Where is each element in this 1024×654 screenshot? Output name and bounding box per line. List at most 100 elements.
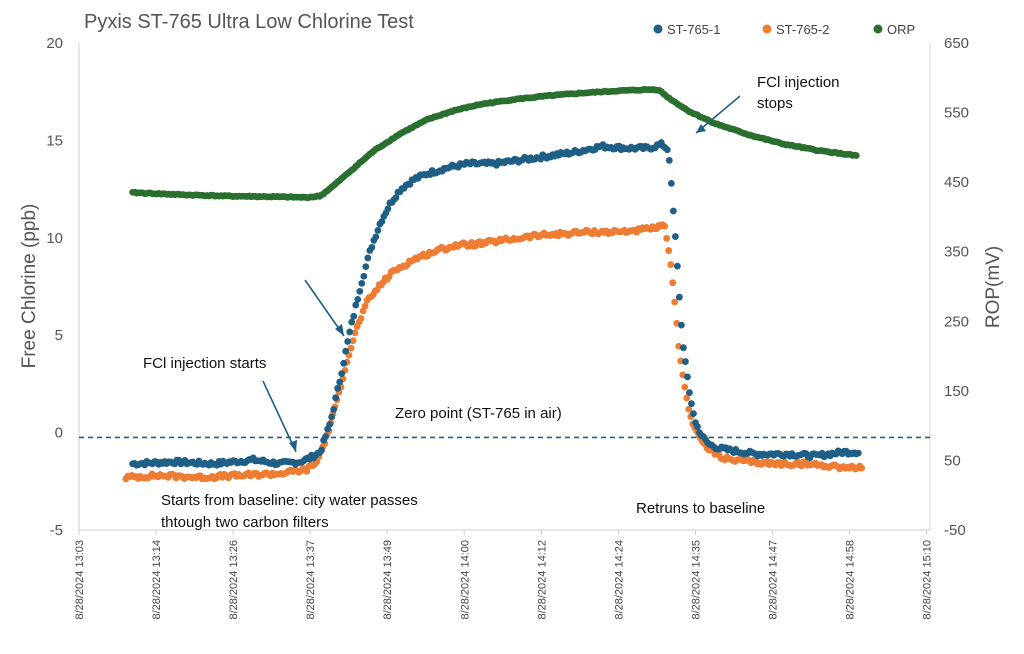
left-axis-ticks: -5 0 5 10 15 20 [46, 35, 63, 539]
legend-label-st765-2: ST-765-2 [776, 22, 829, 37]
series-orp [129, 86, 860, 202]
y-tick-label: 5 [55, 327, 63, 344]
data-point [362, 263, 370, 270]
data-point [338, 370, 346, 377]
data-point [661, 222, 669, 230]
data-point [360, 272, 368, 280]
data-point [673, 262, 681, 270]
data-point [348, 318, 356, 326]
data-point [684, 373, 691, 381]
data-point [669, 279, 677, 287]
x-tick-label: 8/28/2024 14:24 [613, 540, 625, 620]
data-point [688, 400, 695, 408]
x-tick-label: 8/28/2024 14:35 [690, 540, 702, 620]
data-point [384, 205, 392, 213]
annotation-baseline-line1: Starts from baseline: city water passes [161, 492, 418, 509]
data-point [667, 261, 675, 268]
data-point [690, 410, 697, 418]
y2-tick-label: 350 [944, 244, 969, 261]
x-tick-label: 8/28/2024 14:47 [768, 540, 780, 620]
data-point [364, 254, 372, 262]
x-tick-label: 8/28/2024 15:10 [922, 540, 934, 620]
data-point [330, 406, 338, 413]
data-point [344, 338, 352, 345]
data-point [665, 156, 673, 164]
legend: ST-765-1 ST-765-2 ORP [653, 22, 916, 37]
data-point [361, 302, 369, 310]
data-point [326, 421, 334, 428]
data-point [378, 218, 386, 225]
x-tick-label: 8/28/2024 13:26 [228, 540, 240, 620]
data-point [683, 394, 691, 402]
data-point [852, 152, 860, 159]
arrow-injection-start [262, 380, 297, 453]
data-point [368, 243, 376, 251]
data-point [858, 464, 866, 472]
data-point [680, 344, 687, 352]
data-point [685, 405, 693, 413]
x-tick-label: 8/28/2024 14:58 [845, 540, 857, 620]
data-point [667, 180, 675, 187]
legend-item-orp[interactable]: ORP [873, 22, 916, 37]
data-point [358, 279, 366, 287]
legend-label-orp: ORP [887, 22, 915, 37]
data-point [694, 423, 701, 431]
series-layer [122, 86, 866, 483]
series-st-765-2 [122, 221, 866, 483]
legend-marker-orp [873, 24, 883, 34]
data-point [352, 301, 360, 309]
annotation-arrows [262, 95, 741, 453]
x-tick-label: 8/28/2024 14:00 [459, 540, 471, 620]
y-tick-label: 15 [46, 132, 63, 149]
data-point [356, 287, 364, 295]
data-point [334, 384, 342, 392]
data-point [681, 383, 689, 391]
data-point [350, 312, 358, 320]
arrowhead-injection-stops [696, 124, 706, 133]
x-axis-ticks: 8/28/2024 13:03 8/28/2024 13:14 8/28/2024 … [74, 530, 934, 620]
arrow-rise [304, 279, 345, 337]
data-point [854, 449, 862, 457]
legend-item-st765-2[interactable]: ST-765-2 [762, 22, 830, 37]
y-tick-label: 10 [46, 230, 63, 247]
data-point [665, 247, 673, 254]
data-point [328, 413, 336, 421]
data-point [663, 146, 671, 154]
plot-area [78, 43, 931, 531]
annotation-returns-baseline: Retruns to baseline [636, 500, 765, 517]
y2-tick-label: 250 [944, 313, 969, 330]
right-axis-ticks: -50 50 150 250 350 450 550 650 [944, 35, 969, 539]
legend-marker-st765-1 [653, 24, 663, 34]
x-tick-label: 8/28/2024 13:03 [74, 540, 86, 620]
x-tick-label: 8/28/2024 13:37 [305, 540, 317, 620]
y2-axis-label: ROP(mV) [983, 246, 1004, 328]
data-point [392, 194, 400, 202]
y2-tick-label: -50 [944, 522, 966, 539]
legend-marker-st765-2 [762, 24, 772, 34]
data-point [678, 321, 685, 329]
data-point [372, 233, 380, 241]
annotation-injection-stops-line1: FCl injection [757, 74, 840, 91]
data-point [340, 359, 348, 367]
data-point [354, 295, 362, 303]
data-point [318, 446, 325, 454]
data-point [675, 293, 683, 301]
data-point [671, 233, 679, 240]
data-point [373, 286, 381, 294]
x-tick-label: 8/28/2024 14:12 [536, 540, 548, 620]
y-tick-label: -5 [50, 522, 63, 539]
y2-tick-label: 450 [944, 174, 969, 191]
data-point [303, 467, 311, 475]
arrowhead-rise [335, 324, 344, 336]
data-point [336, 378, 344, 386]
data-point [671, 298, 679, 306]
annotation-injection-stops-line2: stops [757, 95, 793, 112]
data-point [374, 227, 382, 234]
data-point [332, 394, 340, 402]
annotation-zero-point: Zero point (ST-765 in air) [395, 405, 562, 422]
data-point [342, 347, 350, 355]
arrowhead-injection-start [289, 440, 297, 452]
chart-title: Pyxis ST-765 Ultra Low Chlorine Test [84, 11, 414, 33]
legend-item-st765-1[interactable]: ST-765-1 [653, 22, 721, 37]
